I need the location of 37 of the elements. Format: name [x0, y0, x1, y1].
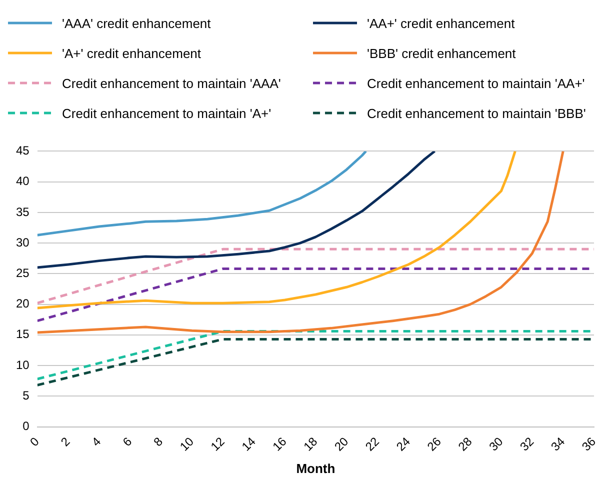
x-tick-label: 32 — [517, 434, 537, 454]
legend-label: 'A+' credit enhancement — [62, 46, 202, 60]
y-tick-label: 40 — [16, 174, 30, 188]
y-tick-label: 0 — [22, 419, 30, 434]
x-tick-label: 36 — [579, 434, 599, 454]
x-tick-label: 30 — [486, 434, 506, 454]
x-tick-label: 24 — [394, 434, 414, 454]
x-tick-label: 26 — [424, 434, 444, 454]
legend-label: Credit enhancement to maintain 'BBB' — [367, 106, 586, 120]
x-tick-label: 12 — [208, 434, 228, 454]
legend-label: 'BBB' credit enhancement — [367, 46, 516, 60]
y-tick-label: 5 — [22, 388, 30, 402]
y-tick-label: 15 — [16, 327, 30, 342]
x-tick-label: 20 — [332, 434, 352, 454]
x-tick-label: 4 — [89, 434, 104, 450]
legend-label: 'AAA' credit enhancement — [62, 16, 211, 30]
x-tick-label: 2 — [58, 434, 73, 450]
legend-label: Credit enhancement to maintain 'AAA' — [62, 76, 281, 90]
legend-label: Credit enhancement to maintain 'A+' — [62, 106, 272, 120]
x-tick-label: 22 — [362, 434, 382, 454]
x-tick-label: 8 — [150, 434, 166, 450]
x-tick-label: 6 — [120, 434, 135, 450]
x-axis-title: Month — [296, 460, 336, 476]
y-tick-label: 20 — [16, 296, 30, 311]
x-tick-label: 28 — [455, 434, 475, 454]
legend-label: Credit enhancement to maintain 'AA+' — [367, 76, 585, 90]
y-tick-label: 10 — [16, 358, 30, 372]
legend-label: 'AA+' credit enhancement — [367, 16, 515, 30]
x-tick-label: 18 — [300, 434, 320, 454]
y-tick-label: 45 — [16, 144, 30, 158]
x-tick-label: 10 — [177, 434, 197, 454]
y-tick-label: 30 — [16, 235, 30, 250]
y-tick-label: 25 — [16, 266, 30, 280]
x-tick-label: 14 — [238, 434, 259, 454]
x-tick-label: 16 — [270, 434, 290, 454]
x-tick-label: 34 — [548, 434, 568, 454]
y-tick-label: 35 — [16, 204, 30, 219]
